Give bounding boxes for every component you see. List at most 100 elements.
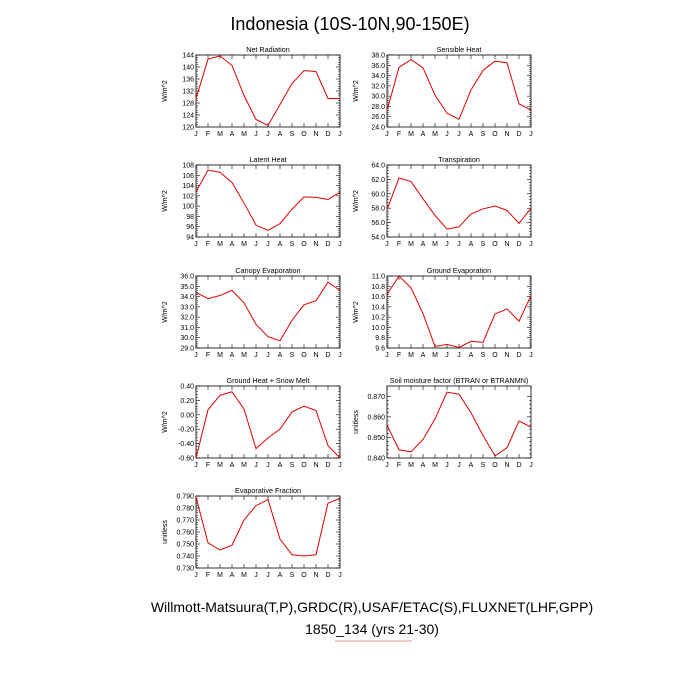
x-tick-label: J [338,462,342,469]
x-tick-label: J [385,462,389,469]
y-tick-label: 32.0 [180,315,194,322]
x-tick-label: A [469,241,474,248]
x-tick-label: A [469,131,474,138]
x-tick-label: A [421,352,426,359]
x-tick-label: J [445,131,449,138]
y-tick-label: -0.40 [178,441,194,448]
panel-title: Evaporative Fraction [235,486,301,495]
y-tick-label: 36.0 [180,274,194,281]
x-tick-label: N [504,241,509,248]
x-tick-label: A [278,462,283,469]
x-tick-label: J [266,462,270,469]
y-tick-label: 26.0 [371,114,385,121]
y-tick-label: 24.0 [371,125,385,132]
x-tick-label: F [206,572,210,579]
y-tick-label: 144 [182,53,194,60]
x-tick-label: A [469,352,474,359]
x-tick-label: F [397,462,401,469]
y-tick-label: 11.0 [372,274,385,281]
plot-frame [195,164,341,238]
x-tick-label: D [325,572,330,579]
y-axis-label: W/m^2 [162,80,169,102]
x-tick-label: M [217,572,223,579]
x-tick-label: M [217,352,223,359]
y-axis-label: W/m^2 [353,190,360,212]
y-tick-label: 0.870 [367,394,385,401]
x-tick-label: A [278,131,283,138]
y-axis-label: W/m^2 [353,80,360,102]
y-tick-label: 32.0 [371,83,385,90]
y-tick-label: 10.8 [371,284,385,291]
x-tick-label: J [194,572,198,579]
x-tick-label: J [529,352,533,359]
x-tick-label: J [338,352,342,359]
x-tick-label: J [194,352,198,359]
y-tick-label: 100 [182,204,194,211]
y-tick-label: 29.0 [180,346,194,353]
x-tick-label: J [338,241,342,248]
x-tick-label: J [385,131,389,138]
y-tick-label: 33.0 [180,304,194,311]
y-tick-label: 58.0 [371,206,385,213]
panel-title: Transpiration [438,155,480,164]
panel-title: Net Radiation [246,45,290,54]
x-tick-label: J [266,241,270,248]
x-tick-label: O [301,131,307,138]
x-tick-label: M [408,241,414,248]
x-tick-label: N [313,572,318,579]
series-line [386,275,532,349]
x-tick-label: J [266,131,270,138]
figure-title: Indonesia (10S-10N,90-150E) [230,14,469,34]
y-axis-label: W/m^2 [353,301,360,323]
x-tick-label: M [241,241,247,248]
x-tick-label: D [516,241,521,248]
x-tick-label: O [492,352,498,359]
x-tick-label: J [254,131,258,138]
plot-frame [195,54,341,128]
y-tick-label: 0.00 [180,412,194,419]
y-tick-label: 0.40 [180,384,194,391]
x-tick-label: J [338,131,342,138]
y-tick-label: 10.6 [371,294,385,301]
plot-frame [195,385,341,459]
x-tick-label: M [217,241,223,248]
x-tick-label: J [445,352,449,359]
x-tick-label: M [408,352,414,359]
x-tick-label: J [254,572,258,579]
plot-frame [195,495,341,569]
x-tick-label: D [325,462,330,469]
x-tick-label: J [254,241,258,248]
x-tick-label: M [432,352,438,359]
x-tick-label: S [290,131,295,138]
x-tick-label: O [301,462,307,469]
y-tick-label: 98 [186,214,194,221]
x-tick-label: M [241,131,247,138]
series-line [195,55,340,127]
y-tick-label: 0.20 [180,398,194,405]
y-tick-label: 120 [182,125,194,132]
series-line [386,59,532,120]
x-tick-label: N [313,241,318,248]
x-tick-label: S [290,352,295,359]
y-tick-label: 0.730 [176,566,194,573]
x-tick-label: O [301,241,307,248]
x-tick-label: A [230,131,235,138]
x-tick-label: S [481,352,486,359]
x-tick-label: A [230,462,235,469]
y-tick-label: 35.0 [180,284,194,291]
x-tick-label: J [385,352,389,359]
x-tick-label: J [529,462,533,469]
x-tick-label: O [301,352,307,359]
y-tick-label: 132 [182,89,194,96]
series-line [386,177,532,230]
x-tick-label: A [230,352,235,359]
x-tick-label: A [278,241,283,248]
x-tick-label: A [278,352,283,359]
x-tick-label: S [481,241,486,248]
x-tick-label: F [397,352,401,359]
